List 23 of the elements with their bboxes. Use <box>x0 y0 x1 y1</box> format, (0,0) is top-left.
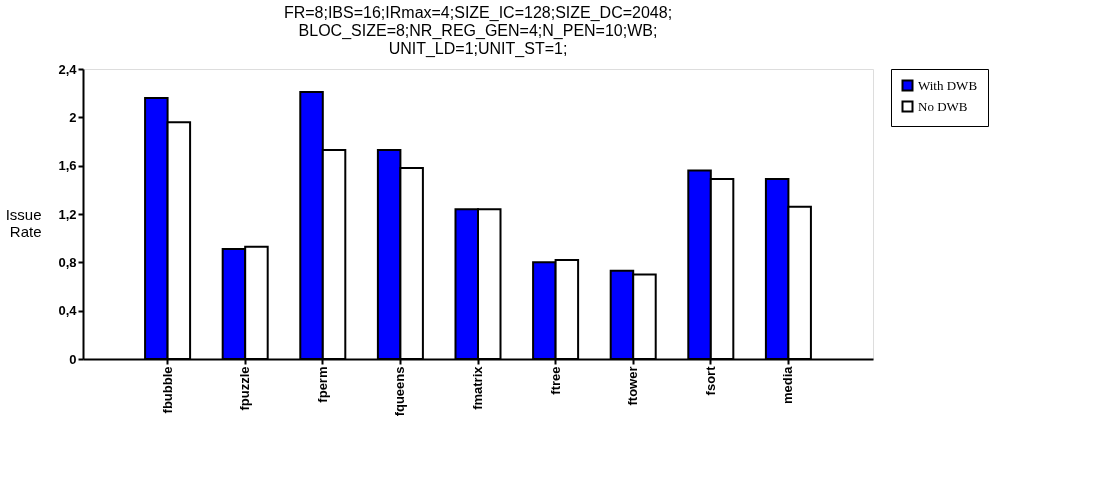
y-tick-label: 2 <box>69 109 77 125</box>
x-tick-label: ftower <box>625 366 641 406</box>
text: UNIT_LD=1;UNIT_ST=1; <box>388 40 568 57</box>
text: BLOC_SIZE=8;NR_REG_GEN=4;N_PEN=10;WB; <box>298 22 658 39</box>
x-tick-label: fperm <box>314 366 330 403</box>
x-tick-label: fpuzzle <box>237 366 253 411</box>
legend-label: No DWB <box>918 98 968 114</box>
text: FR=8;IBS=16;IRmax=4;SIZE_IC=128;SIZE_DC=2048; <box>283 4 673 21</box>
y-tick-label: 0,4 <box>58 303 78 319</box>
x-tick-label: media <box>780 365 796 405</box>
legend-label: With DWB <box>918 77 978 93</box>
x-tick-label: fsort <box>702 365 718 396</box>
x-tick-label: ftree <box>547 366 563 395</box>
text: Rate <box>9 222 42 240</box>
x-tick-label: fmatrix <box>470 365 485 410</box>
y-tick-label: 2,4 <box>58 61 78 77</box>
y-tick-label: 0 <box>69 351 77 367</box>
x-tick-label: fbubble <box>159 366 175 414</box>
y-tick-label: 1,6 <box>58 158 77 174</box>
y-tick-label: 0,8 <box>58 254 77 270</box>
x-tick-label: fqueens <box>392 366 408 417</box>
text: Issue <box>5 205 42 223</box>
y-tick-label: 1,2 <box>58 206 77 222</box>
